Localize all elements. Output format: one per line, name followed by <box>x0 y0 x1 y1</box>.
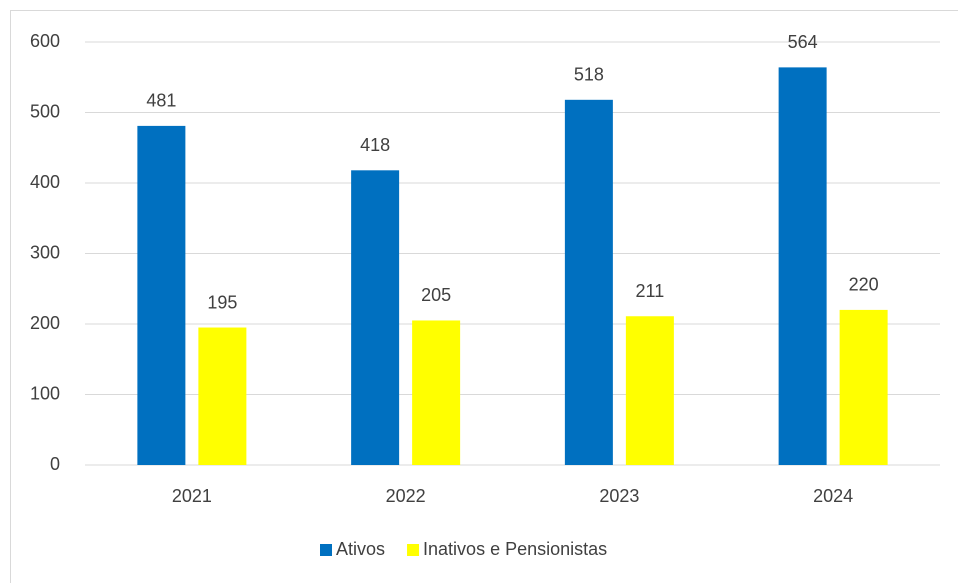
y-tick-label: 300 <box>30 242 60 262</box>
legend-swatch <box>407 544 420 556</box>
bar <box>625 316 674 465</box>
y-tick-label: 100 <box>30 383 60 403</box>
bar <box>564 99 613 465</box>
data-label: 205 <box>421 285 451 305</box>
bar <box>137 125 186 466</box>
data-label: 564 <box>788 32 818 52</box>
bar <box>412 320 461 465</box>
x-tick-label: 2024 <box>813 486 853 506</box>
data-label: 481 <box>146 91 176 111</box>
y-tick-label: 500 <box>30 101 60 121</box>
data-label: 518 <box>574 65 604 85</box>
y-tick-label: 600 <box>30 31 60 51</box>
bar <box>351 170 400 465</box>
chart-border <box>10 10 958 583</box>
data-label: 195 <box>207 292 237 312</box>
legend-label: Ativos <box>336 539 385 559</box>
y-tick-label: 400 <box>30 172 60 192</box>
bar <box>778 67 827 465</box>
x-tick-label: 2022 <box>386 486 426 506</box>
x-tick-label: 2023 <box>599 486 639 506</box>
legend-label: Inativos e Pensionistas <box>423 539 607 559</box>
data-label: 220 <box>849 275 879 295</box>
y-tick-label: 200 <box>30 313 60 333</box>
x-tick-label: 2021 <box>172 486 212 506</box>
data-label: 418 <box>360 135 390 155</box>
y-tick-label: 0 <box>50 454 60 474</box>
bar <box>839 309 888 465</box>
bar <box>198 327 247 465</box>
data-label: 211 <box>636 281 665 301</box>
legend-swatch <box>320 544 332 556</box>
